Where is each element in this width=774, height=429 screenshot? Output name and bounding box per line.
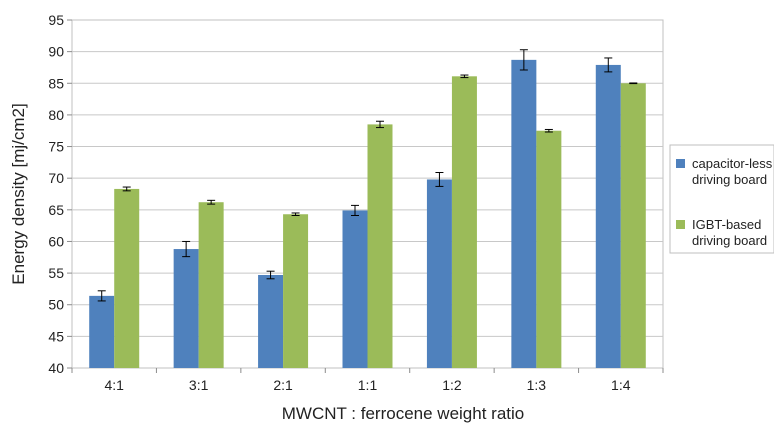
y-axis-ticks: 40 45 50 55 60 65 70 75 80 85 90 95: [48, 12, 72, 376]
x-tick-label-1-2: 1:2: [442, 377, 462, 393]
y-tick-label-65: 65: [48, 202, 64, 218]
x-axis-title: MWCNT : ferrocene weight ratio: [282, 404, 524, 423]
bar-igbt-based-driving-board-1-4: [620, 83, 646, 368]
bar-capacitor-less-driving-board-1-1: [342, 210, 368, 368]
x-tick-label-1-4: 1:4: [611, 377, 631, 393]
bar-igbt-based-driving-board-2-1: [283, 214, 309, 368]
y-tick-label-95: 95: [48, 12, 64, 28]
y-tick-label-40: 40: [48, 360, 64, 376]
bar-capacitor-less-driving-board-4-1: [89, 295, 115, 368]
bar-igbt-based-driving-board-1-3: [536, 130, 562, 368]
legend-label-igbt-based-line2: driving board: [692, 233, 767, 248]
legend-label-igbt-based-line1: IGBT-based: [692, 217, 761, 232]
error-bars: [97, 49, 638, 302]
x-tick-label-2-1: 2:1: [273, 377, 293, 393]
bar-capacitor-less-driving-board-1-4: [595, 64, 621, 368]
y-tick-label-50: 50: [48, 297, 64, 313]
bar-igbt-based-driving-board-3-1: [198, 202, 224, 368]
x-tick-label-1-1: 1:1: [358, 377, 378, 393]
y-axis-title: Energy density [mj/cm2]: [9, 103, 28, 284]
legend-label-capacitor-less-line1: capacitor-less: [692, 156, 773, 171]
bar-igbt-based-driving-board-1-2: [451, 76, 477, 368]
gridlines: [72, 51, 663, 337]
y-tick-label-45: 45: [48, 328, 64, 344]
bar-capacitor-less-driving-board-1-2: [426, 179, 452, 368]
legend-swatch-igbt-based: [676, 220, 685, 229]
y-tick-label-60: 60: [48, 233, 64, 249]
y-tick-label-90: 90: [48, 44, 64, 60]
x-tick-label-4-1: 4:1: [104, 377, 124, 393]
bar-igbt-based-driving-board-1-1: [367, 124, 393, 369]
legend-swatch-capacitor-less: [676, 159, 685, 168]
x-tick-label-3-1: 3:1: [189, 377, 209, 393]
y-tick-label-70: 70: [48, 170, 64, 186]
legend-label-capacitor-less-line2: driving board: [692, 172, 767, 187]
x-axis-ticks: 4:1 3:1 2:1 1:1 1:2 1:3 1:4: [71, 368, 664, 393]
bar-capacitor-less-driving-board-1-3: [511, 59, 537, 368]
bar-capacitor-less-driving-board-2-1: [258, 274, 284, 368]
x-tick-label-1-3: 1:3: [527, 377, 547, 393]
y-tick-label-80: 80: [48, 107, 64, 123]
y-tick-label-85: 85: [48, 75, 64, 91]
legend-box: [669, 144, 774, 254]
bars: [89, 59, 646, 369]
y-tick-label-75: 75: [48, 139, 64, 155]
y-tick-label-55: 55: [48, 265, 64, 281]
bar-capacitor-less-driving-board-3-1: [173, 249, 199, 368]
legend: capacitor-less driving board IGBT-based …: [669, 144, 774, 254]
bar-igbt-based-driving-board-4-1: [114, 188, 140, 368]
